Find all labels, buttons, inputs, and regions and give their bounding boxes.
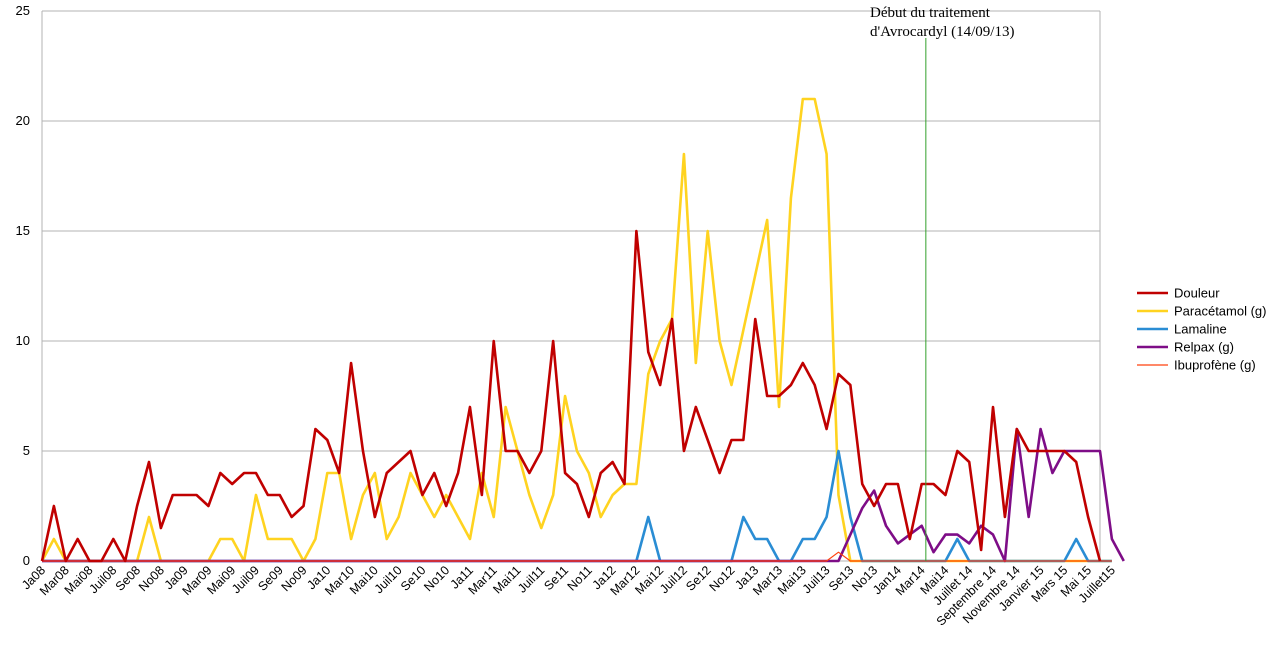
x-tick-label: Juil08 xyxy=(86,563,119,596)
series-lines xyxy=(40,97,1125,563)
x-tick-label: No08 xyxy=(136,563,167,594)
x-tick-label: No10 xyxy=(421,563,452,594)
annotation-line-2: d'Avrocardyl (14/09/13) xyxy=(870,24,1014,40)
series-line-lamaline xyxy=(42,449,1112,563)
x-tick-label: Se08 xyxy=(113,563,144,594)
y-tick-label: 5 xyxy=(23,443,30,458)
x-tick-label: Juil12 xyxy=(657,563,690,596)
x-axis: Ja08Mar08Mai08Juil08Se08No08Ja09Mar09Mai… xyxy=(19,563,1118,628)
x-tick-label: No09 xyxy=(279,563,310,594)
legend-label: Ibuprofène (g) xyxy=(1174,358,1256,373)
x-tick-label: No11 xyxy=(565,563,595,593)
legend-label: Douleur xyxy=(1174,286,1220,301)
series-line-relpax-g- xyxy=(42,427,1125,563)
y-tick-label: 0 xyxy=(23,553,30,568)
y-axis: 0 5 10 15 20 25 xyxy=(16,3,30,568)
x-tick-label: Se13 xyxy=(826,563,857,594)
x-tick-label: Se10 xyxy=(398,563,429,594)
y-tick-label: 15 xyxy=(16,223,30,238)
legend-label: Paracétamol (g) xyxy=(1174,304,1266,319)
series-line-douleur xyxy=(40,229,1102,563)
series-line-parac-tamol-g- xyxy=(40,97,1112,563)
y-tick-label: 25 xyxy=(16,3,30,18)
x-tick-label: Juil10 xyxy=(372,563,405,596)
plot-frame xyxy=(41,11,1101,561)
x-tick-label: Se11 xyxy=(541,563,571,593)
x-tick-label: Juil09 xyxy=(229,563,262,596)
legend-label: Relpax (g) xyxy=(1174,340,1234,355)
series-line-ibuprof-ne-g- xyxy=(42,551,1112,562)
x-tick-label: Juil13 xyxy=(800,563,833,596)
legend: Douleur Paracétamol (g) Lamaline Relpax (g)… xyxy=(1137,286,1266,373)
x-tick-label: Se12 xyxy=(683,563,714,594)
legend-label: Lamaline xyxy=(1174,322,1227,337)
x-tick-label: Mai11 xyxy=(490,563,523,596)
treatment-annotation: Début du traitement d'Avrocardyl (14/09/… xyxy=(870,5,1014,561)
y-tick-label: 10 xyxy=(16,333,30,348)
y-tick-label: 20 xyxy=(16,113,30,128)
annotation-line-1: Début du traitement xyxy=(870,5,991,21)
x-tick-label: Juil11 xyxy=(515,563,547,595)
x-tick-label: No12 xyxy=(707,563,738,594)
x-tick-label: Se09 xyxy=(255,563,286,594)
